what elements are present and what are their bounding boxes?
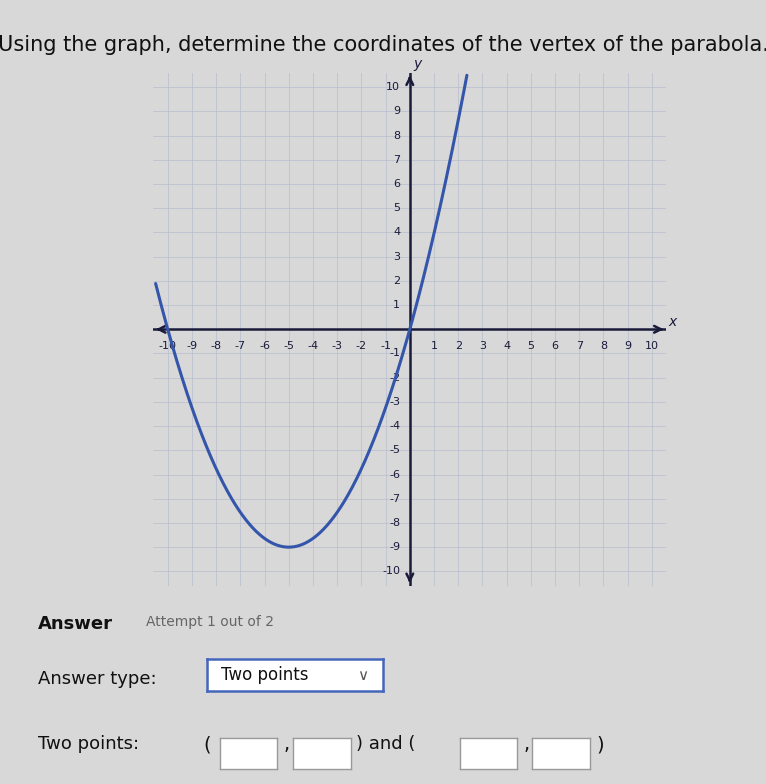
Text: -8: -8 — [211, 341, 221, 351]
Text: -3: -3 — [332, 341, 342, 351]
Text: ,: , — [523, 735, 529, 754]
Text: 8: 8 — [600, 341, 607, 351]
Text: -5: -5 — [389, 445, 400, 456]
Text: 5: 5 — [393, 203, 400, 213]
Text: Two points: Two points — [221, 666, 309, 684]
Text: ,: , — [283, 735, 290, 754]
Text: ): ) — [596, 735, 604, 754]
Text: Attempt 1 out of 2: Attempt 1 out of 2 — [146, 615, 273, 630]
Text: 3: 3 — [479, 341, 486, 351]
Text: -10: -10 — [382, 566, 400, 576]
Text: Answer type:: Answer type: — [38, 670, 157, 688]
Text: 9: 9 — [624, 341, 631, 351]
Text: -6: -6 — [389, 470, 400, 480]
Text: -1: -1 — [389, 349, 400, 358]
Text: y: y — [413, 57, 421, 71]
Text: -4: -4 — [389, 421, 400, 431]
Text: 1: 1 — [393, 300, 400, 310]
Text: -2: -2 — [356, 341, 367, 351]
Text: 10: 10 — [386, 82, 400, 93]
Text: -5: -5 — [283, 341, 294, 351]
Text: 7: 7 — [576, 341, 583, 351]
Text: 1: 1 — [430, 341, 437, 351]
Text: 7: 7 — [393, 154, 400, 165]
Text: -3: -3 — [389, 397, 400, 407]
Text: -7: -7 — [389, 494, 400, 504]
Text: ) and (: ) and ( — [356, 735, 416, 753]
Text: -10: -10 — [159, 341, 177, 351]
Text: 3: 3 — [393, 252, 400, 262]
Text: -9: -9 — [389, 543, 400, 552]
Text: -2: -2 — [389, 372, 400, 383]
Text: -1: -1 — [380, 341, 391, 351]
Text: 4: 4 — [503, 341, 510, 351]
Text: -9: -9 — [186, 341, 198, 351]
Text: 4: 4 — [393, 227, 400, 238]
Text: 10: 10 — [645, 341, 659, 351]
Text: 6: 6 — [552, 341, 558, 351]
Text: 6: 6 — [393, 179, 400, 189]
Text: ∨: ∨ — [356, 667, 368, 683]
Text: 2: 2 — [393, 276, 400, 286]
Text: Using the graph, determine the coordinates of the vertex of the parabola.: Using the graph, determine the coordinat… — [0, 35, 766, 56]
Text: x: x — [669, 315, 677, 329]
Text: Two points:: Two points: — [38, 735, 139, 753]
Text: Answer: Answer — [38, 615, 113, 633]
Text: -4: -4 — [307, 341, 319, 351]
Text: 8: 8 — [393, 131, 400, 140]
Text: -6: -6 — [259, 341, 270, 351]
Text: 5: 5 — [527, 341, 535, 351]
Text: 9: 9 — [393, 107, 400, 116]
Text: -7: -7 — [235, 341, 246, 351]
Text: 2: 2 — [455, 341, 462, 351]
Text: (: ( — [203, 735, 211, 754]
Text: -8: -8 — [389, 518, 400, 528]
